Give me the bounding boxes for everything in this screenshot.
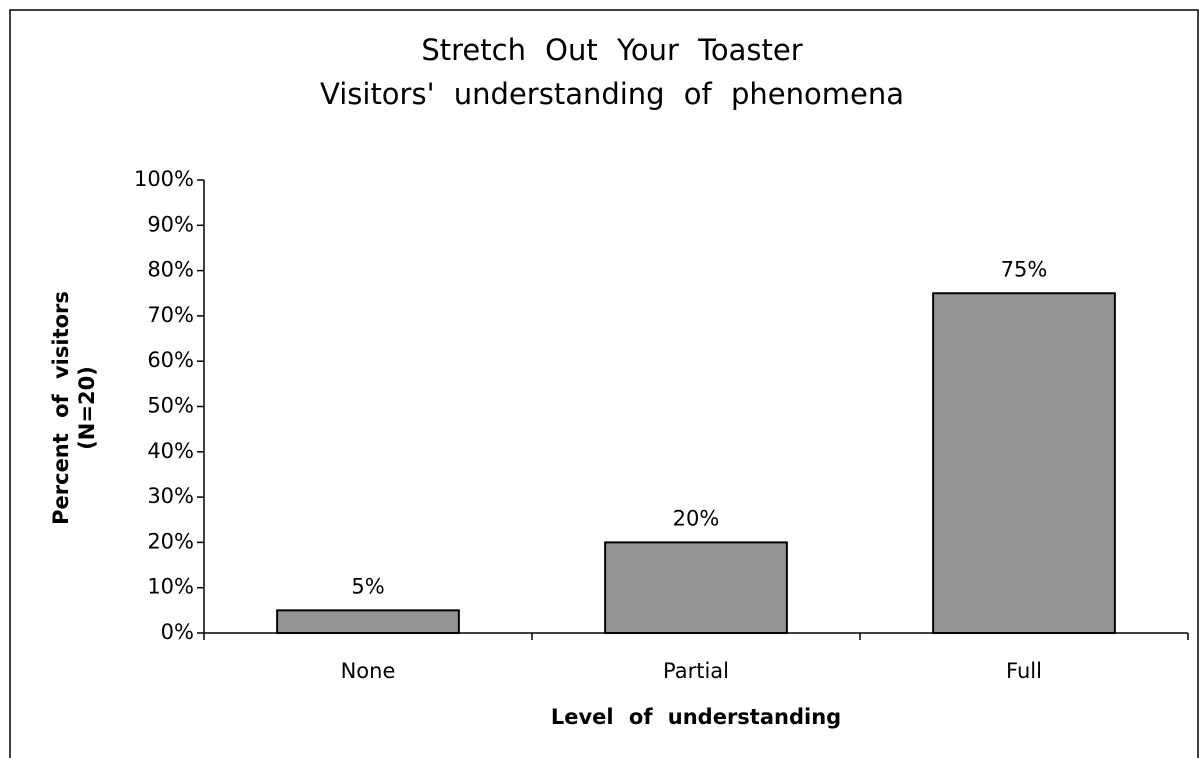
bar	[604, 541, 788, 635]
y-tick-label: 10%	[147, 575, 194, 599]
y-tick-label: 20%	[147, 529, 194, 553]
y-tick-label: 80%	[147, 258, 194, 282]
data-label: 5%	[351, 574, 384, 598]
y-tick-label: 70%	[147, 303, 194, 327]
y-axis-title: (N=20)	[75, 366, 99, 450]
chart-subtitle: Visitors' understanding of phenomena	[320, 77, 904, 111]
chart-frame	[9, 9, 1199, 758]
x-tick-label: Partial	[663, 659, 729, 683]
y-tick-label: 50%	[147, 394, 194, 418]
x-axis-title: Level of understanding	[551, 705, 841, 729]
y-tick-label: 0%	[161, 620, 194, 644]
y-tick-label: 30%	[147, 484, 194, 508]
chart-title: Stretch Out Your Toaster	[421, 33, 802, 67]
data-label: 20%	[673, 506, 720, 530]
y-tick-label: 60%	[147, 348, 194, 372]
y-tick-label: 100%	[134, 167, 194, 191]
bar	[276, 609, 460, 634]
x-tick-label: None	[341, 659, 396, 683]
y-tick-label: 90%	[147, 212, 194, 236]
data-label: 75%	[1001, 257, 1048, 281]
y-tick-label: 40%	[147, 439, 194, 463]
y-axis-title: Percent of visitors	[49, 291, 73, 525]
x-tick-label: Full	[1006, 659, 1042, 683]
bar	[932, 292, 1116, 634]
